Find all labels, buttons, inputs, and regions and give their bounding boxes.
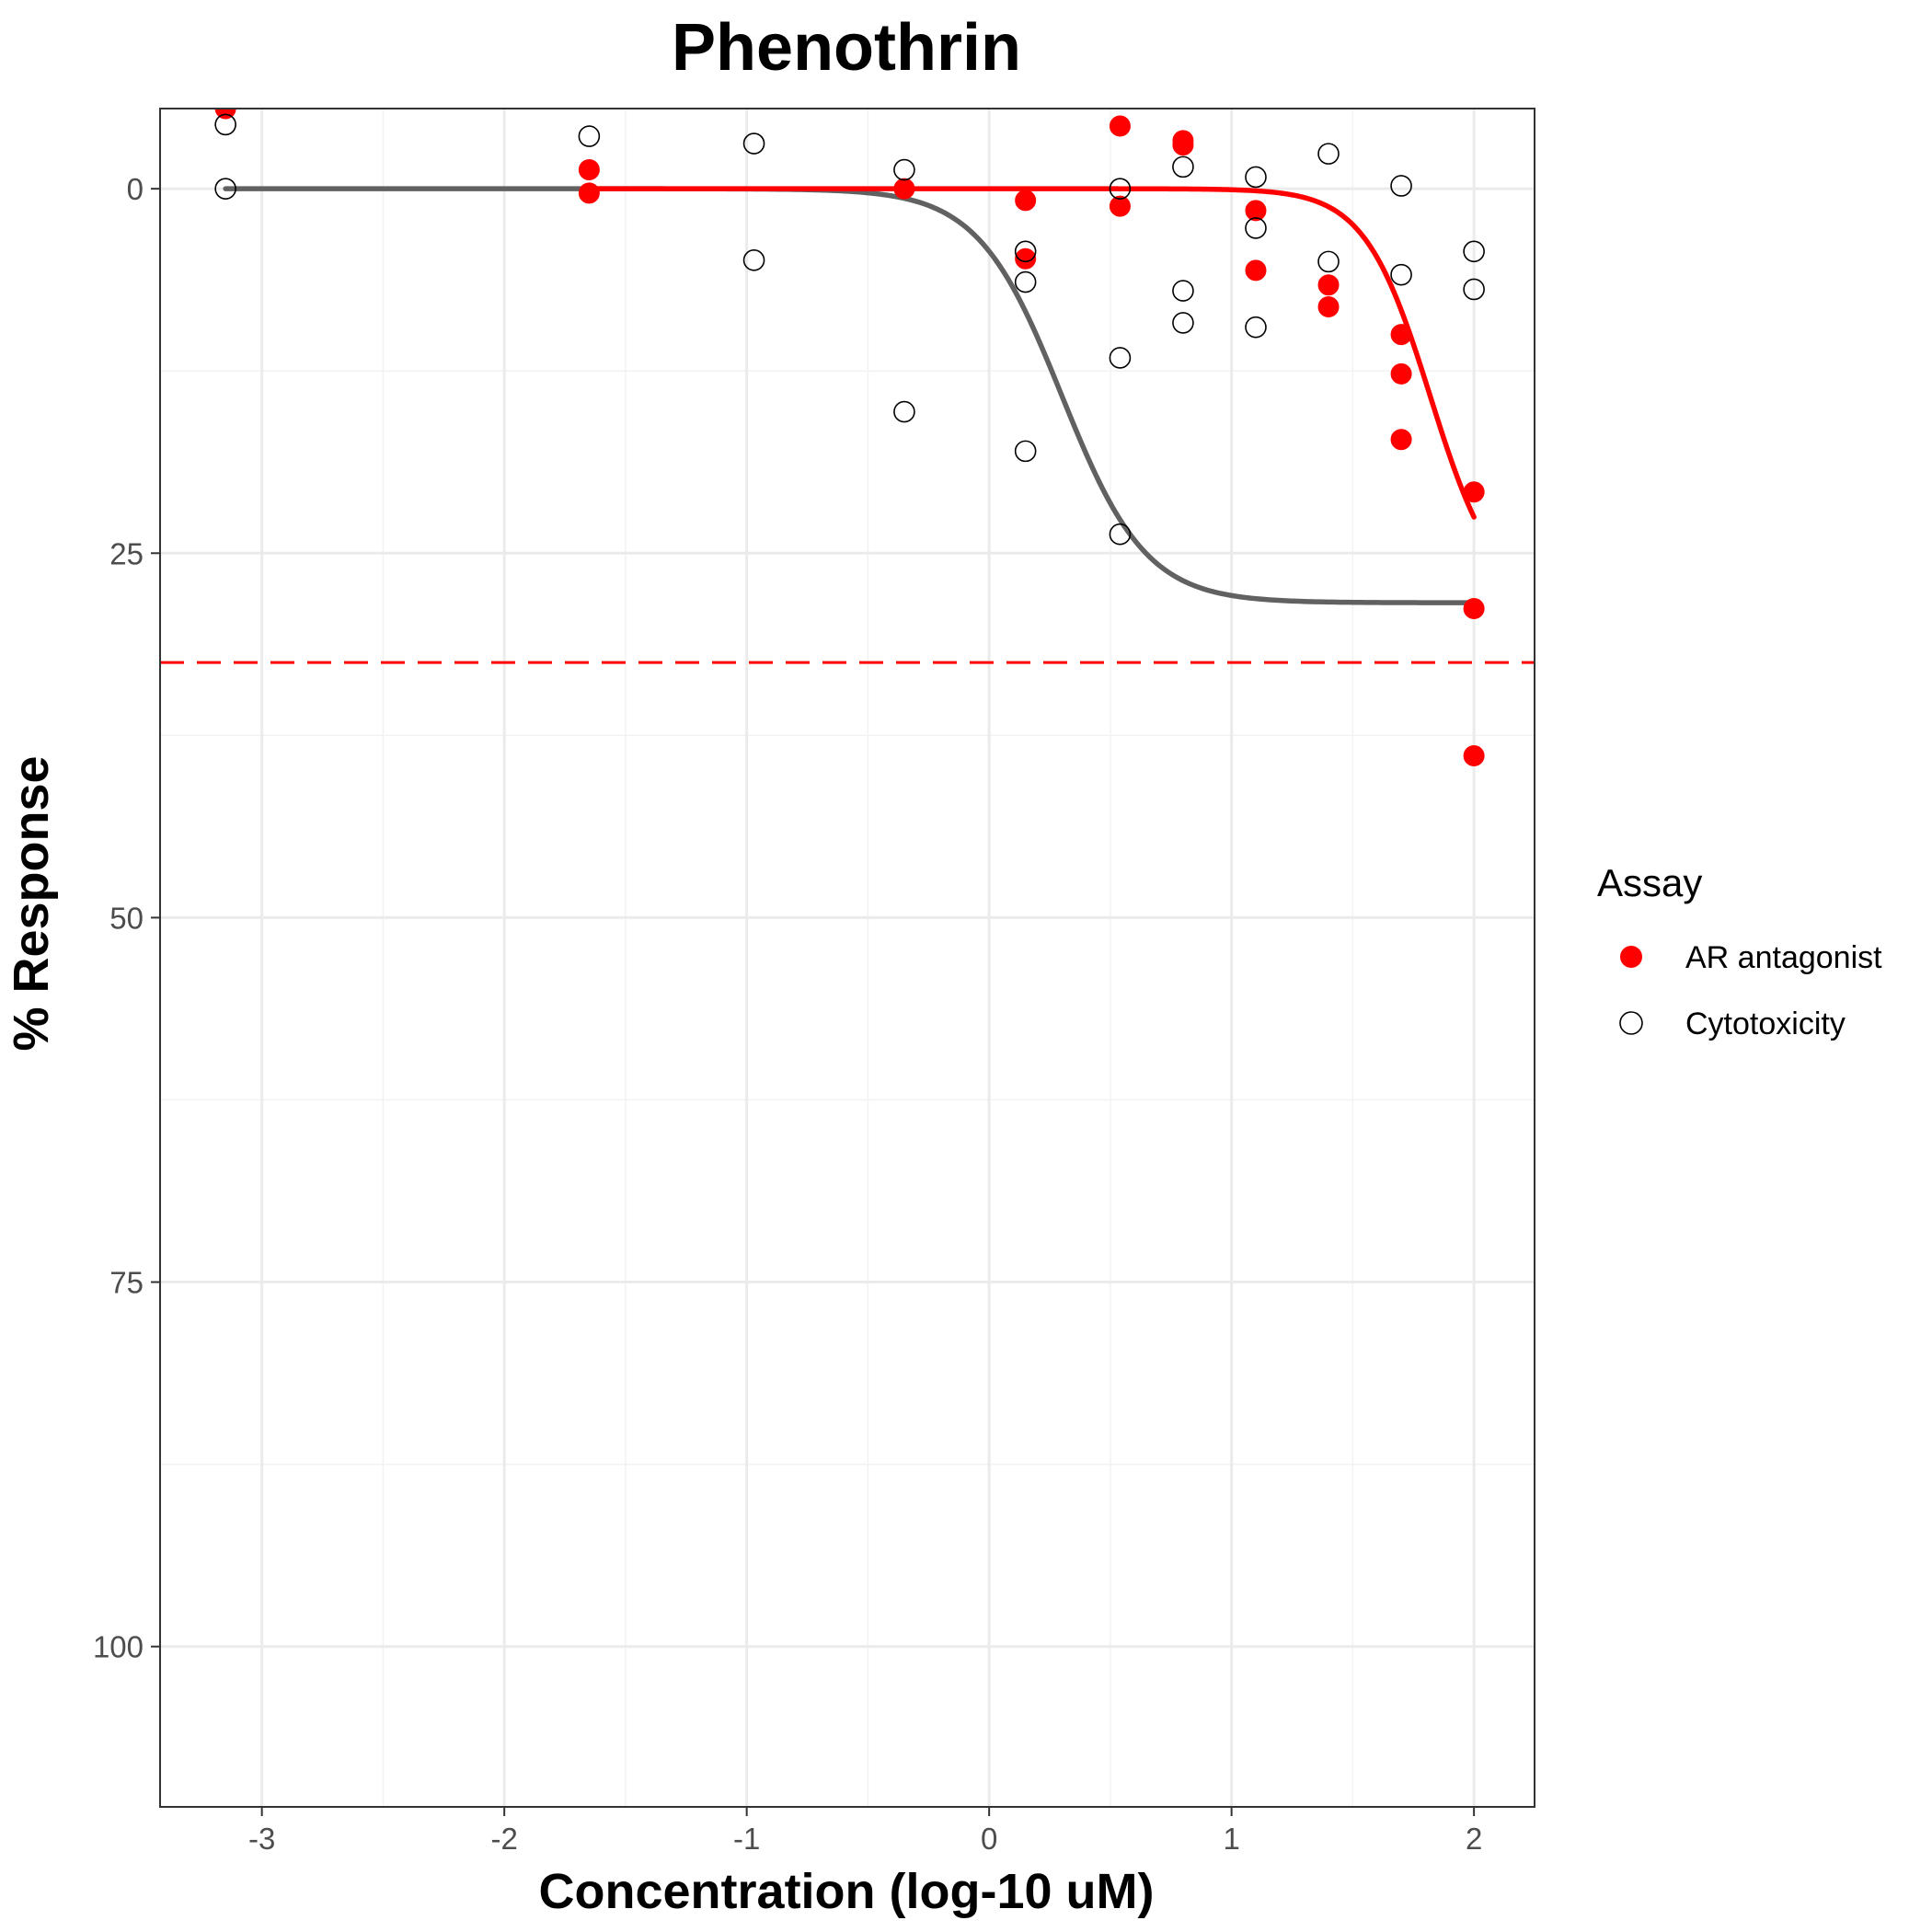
fit-curve-cytotoxicity (223, 186, 1477, 605)
point-ar-antagonist (1463, 598, 1485, 620)
point-cytotoxicity (1109, 523, 1132, 546)
point-ar-antagonist (893, 178, 915, 200)
point-cytotoxicity (1172, 312, 1194, 334)
point-ar-antagonist (1015, 190, 1037, 212)
point-cytotoxicity (742, 132, 765, 155)
point-ar-antagonist (1463, 745, 1485, 767)
fit-curve-ar-antagonist (586, 186, 1477, 520)
point-cytotoxicity (893, 400, 915, 423)
legend-key-cytotoxicity (1619, 1011, 1643, 1035)
point-cytotoxicity (1245, 217, 1267, 239)
point-cytotoxicity (1172, 155, 1194, 178)
x-tick-label: -3 (248, 1822, 275, 1856)
point-ar-antagonist (1109, 115, 1131, 137)
point-cytotoxicity (742, 248, 765, 271)
y-tick-label: 25 (109, 536, 144, 570)
point-ar-antagonist (578, 182, 600, 204)
point-ar-antagonist (1245, 200, 1267, 222)
point-cytotoxicity (1109, 347, 1132, 369)
fit-curves (223, 186, 1477, 605)
point-ar-antagonist (1317, 274, 1340, 296)
point-ar-antagonist (1463, 481, 1485, 503)
plot-panel-border (159, 108, 1535, 1808)
y-tick-label: 50 (109, 901, 144, 935)
point-ar-antagonist (1172, 134, 1194, 156)
legend-label-ar-antagonist: AR antagonist (1685, 940, 1882, 975)
point-ar-antagonist (578, 159, 600, 181)
point-cytotoxicity (1463, 240, 1485, 263)
point-cytotoxicity (1014, 440, 1037, 463)
point-cytotoxicity (578, 125, 601, 147)
point-cytotoxicity (1014, 270, 1037, 293)
y-axis-title: % Response (4, 755, 59, 1051)
point-cytotoxicity (1245, 316, 1267, 339)
x-tick-label: 0 (981, 1822, 997, 1856)
point-ar-antagonist (1390, 324, 1412, 346)
x-tick-label: 2 (1466, 1822, 1482, 1856)
point-ar-antagonist (1015, 247, 1037, 270)
legend-key-ar-antagonist (1620, 946, 1642, 968)
chart-title: Phenothrin (672, 11, 1021, 85)
point-cytotoxicity (1463, 278, 1485, 301)
legend-label-cytotoxicity: Cytotoxicity (1685, 1006, 1846, 1041)
legend-title: Assay (1597, 861, 1702, 904)
point-cytotoxicity (214, 178, 236, 200)
x-axis-title: Concentration (log-10 uM) (539, 1864, 1155, 1919)
y-tick-label: 75 (109, 1266, 144, 1300)
point-cytotoxicity (1390, 263, 1412, 286)
grid-lines (160, 109, 1535, 1807)
axis-ticks: -3 -2 -1 0 1 2 0 25 50 75 100 (93, 172, 1482, 1856)
x-tick-label: -1 (733, 1822, 760, 1856)
x-tick-label: -2 (490, 1822, 517, 1856)
point-cytotoxicity (1172, 280, 1194, 302)
point-cytotoxicity (893, 158, 915, 181)
point-ar-antagonist (1390, 362, 1412, 385)
point-ar-antagonist (1390, 429, 1412, 451)
point-ar-antagonist (1245, 259, 1267, 282)
point-ar-antagonist (1109, 195, 1131, 217)
data-points (214, 109, 1485, 767)
point-cytotoxicity (1317, 143, 1340, 165)
point-cytotoxicity (214, 113, 236, 136)
point-ar-antagonist (1317, 295, 1340, 317)
point-cytotoxicity (1109, 178, 1132, 200)
y-tick-label: 100 (93, 1630, 144, 1664)
point-cytotoxicity (1390, 175, 1412, 197)
y-tick-label: 0 (127, 172, 144, 206)
point-cytotoxicity (1014, 240, 1037, 263)
legend: Assay AR antagonist Cytotoxicity (1597, 861, 1882, 1041)
x-tick-label: 1 (1223, 1822, 1239, 1856)
point-cytotoxicity (1317, 250, 1340, 273)
point-cytotoxicity (1245, 166, 1267, 189)
